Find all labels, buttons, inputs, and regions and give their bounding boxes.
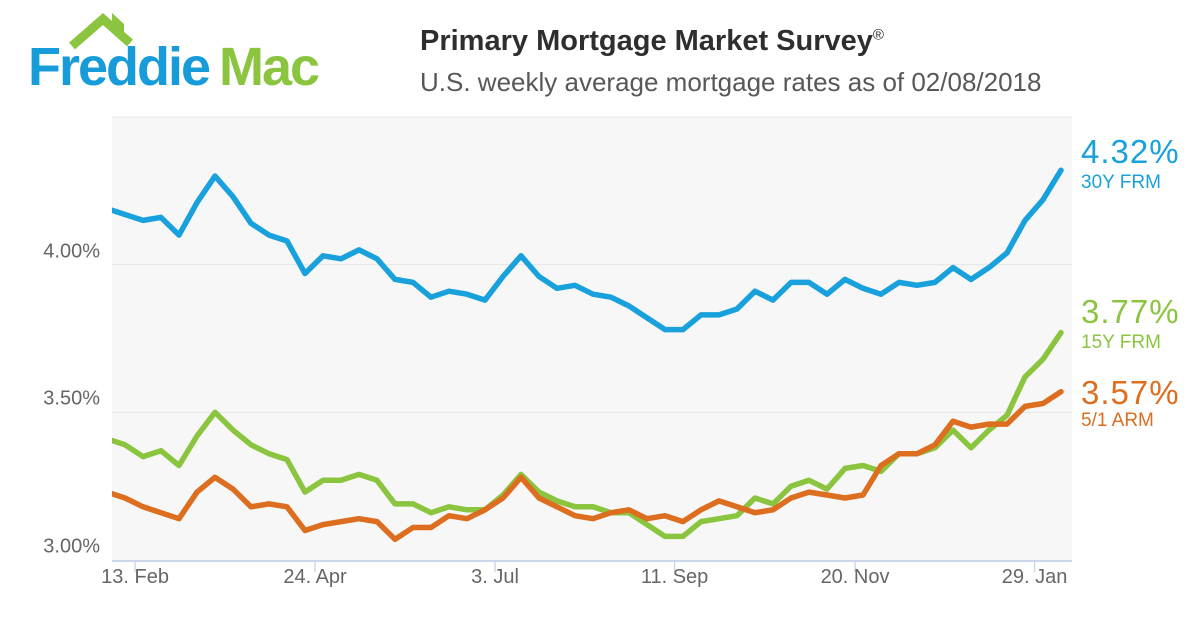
y-axis-label: 4.00% [43,240,100,263]
plot-background [112,117,1072,560]
logo-word-freddie: Freddie [28,37,211,97]
y-axis-label: 3.00% [43,535,100,558]
series-end-value: 3.57% [1081,374,1180,411]
x-axis-label: 11. Sep [640,566,709,588]
y-axis-label: 3.50% [43,387,100,410]
x-axis-label: 24. Apr [283,566,347,588]
series-line-5-1-arm [112,388,1064,543]
series-line-30y-frm [112,167,1064,333]
house-roof-icon [69,13,133,50]
series-end-value: 4.32% [1081,133,1180,170]
page-subtitle: U.S. weekly average mortgage rates as of… [420,67,1042,97]
x-axis-label: 20. Nov [820,566,890,588]
page-title: Primary Mortgage Market Survey® [420,25,884,57]
x-axis-label: 3. Jul [471,566,519,588]
x-axis-label: 13. Feb [101,566,169,588]
series-end-value: 3.77% [1081,293,1180,330]
series-end-name: 5/1 ARM [1081,410,1154,431]
registered-mark: ® [872,26,884,44]
series-end-name: 30Y FRM [1081,172,1161,193]
series-end-name: 15Y FRM [1081,332,1161,353]
title-block: Primary Mortgage Market Survey® U.S. wee… [420,24,1140,97]
logo-word-mac: Mac [219,37,320,97]
x-axis-label: 29. Jan [1001,566,1068,588]
